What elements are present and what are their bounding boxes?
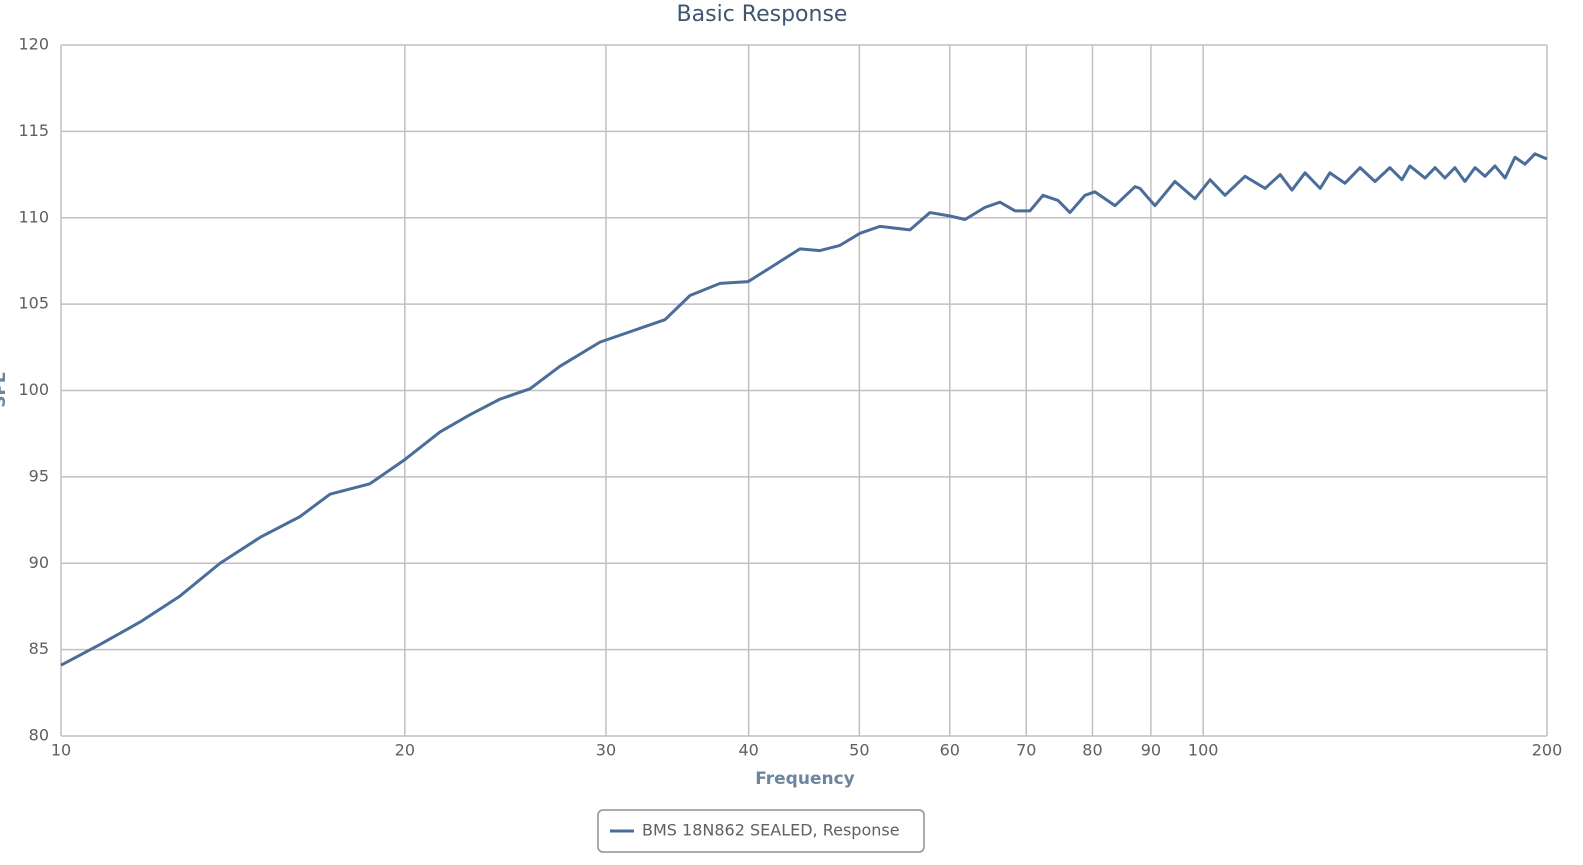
legend-label[interactable]: BMS 18N862 SEALED, Response <box>642 821 900 840</box>
x-tick-label: 100 <box>1188 741 1219 760</box>
y-tick-label: 85 <box>29 639 49 658</box>
legend-box <box>597 809 925 853</box>
x-tick-label: 200 <box>1532 741 1563 760</box>
chart-title: Basic Response <box>677 2 848 27</box>
y-axis-title: SPL <box>0 372 10 408</box>
x-tick-label: 50 <box>849 741 869 760</box>
x-tick-label: 20 <box>395 741 415 760</box>
x-tick-label: 30 <box>596 741 616 760</box>
x-tick-label: 70 <box>1016 741 1036 760</box>
y-tick-label: 110 <box>18 207 49 226</box>
y-tick-label: 80 <box>29 726 49 745</box>
y-tick-label: 105 <box>18 294 49 313</box>
y-tick-label: 120 <box>18 35 49 54</box>
y-tick-label: 95 <box>29 466 49 485</box>
x-axis-title: Frequency <box>755 769 855 789</box>
x-tick-label: 90 <box>1141 741 1161 760</box>
x-tick-label: 60 <box>940 741 960 760</box>
y-tick-label: 100 <box>18 380 49 399</box>
data-line <box>60 152 1548 667</box>
x-tick-label: 40 <box>738 741 758 760</box>
y-tick-label: 115 <box>18 121 49 140</box>
y-tick-label: 90 <box>29 553 49 572</box>
x-tick-label: 80 <box>1082 741 1102 760</box>
x-tick-label: 10 <box>51 741 71 760</box>
